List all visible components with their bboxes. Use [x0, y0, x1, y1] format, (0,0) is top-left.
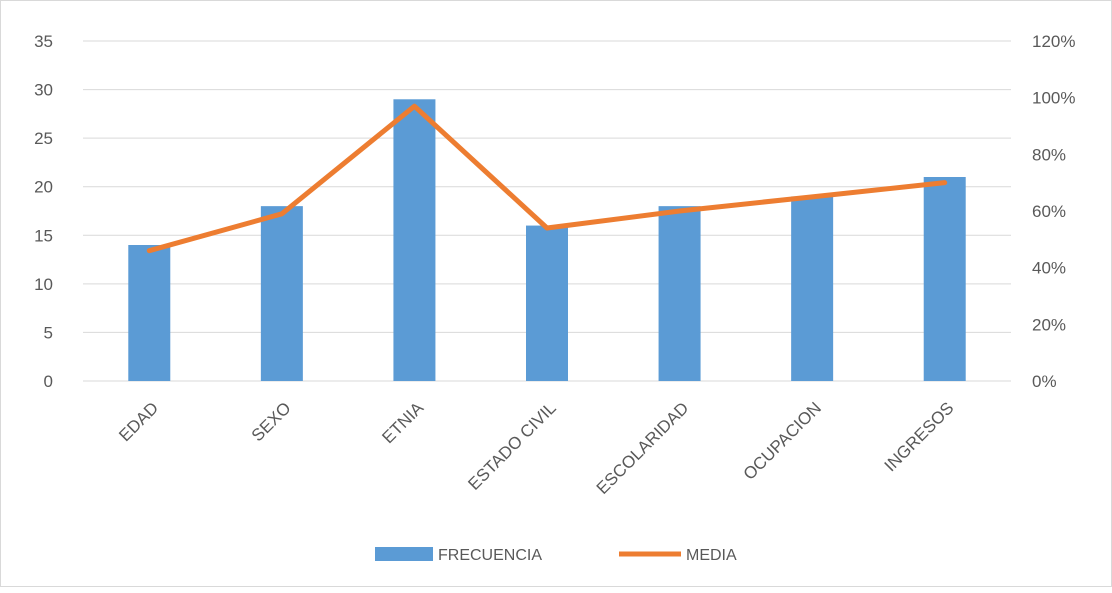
y-left-tick-label: 0 — [44, 372, 53, 391]
y-right-tick-label: 80% — [1032, 145, 1066, 164]
x-category-label: ESTADO CIVIL — [464, 398, 559, 493]
x-category-label: EDAD — [115, 398, 162, 445]
bar-frecuencia — [923, 177, 966, 381]
point-media — [546, 227, 548, 229]
y-right-tick-label: 40% — [1032, 259, 1066, 278]
y-left-tick-label: 5 — [44, 323, 53, 342]
point-media — [413, 105, 415, 107]
x-category-label: ESCOLARIDAD — [593, 398, 693, 498]
y-left-tick-label: 30 — [34, 81, 53, 100]
y-left-tick-label: 15 — [34, 226, 53, 245]
media-line-group — [146, 103, 948, 254]
y-right-tick-label: 20% — [1032, 315, 1066, 334]
bar-frecuencia — [658, 206, 701, 381]
point-media — [679, 210, 681, 212]
legend-label-frecuencia: FRECUENCIA — [438, 547, 542, 564]
bar-frecuencia — [791, 196, 834, 381]
x-category-label: OCUPACION — [740, 398, 825, 483]
bar-frecuencia — [526, 225, 568, 381]
frecuencia-bars — [128, 99, 966, 382]
point-media — [811, 196, 813, 198]
y-right-tick-label: 100% — [1032, 89, 1075, 108]
left-axis-labels: 0 5 10 15 20 25 30 35 — [34, 32, 53, 391]
y-left-tick-label: 10 — [34, 275, 53, 294]
x-category-label: SEXO — [248, 398, 295, 445]
bar-frecuencia — [393, 99, 436, 382]
legend-swatch-frecuencia — [375, 547, 433, 561]
category-axis-labels: EDAD SEXO ETNIA ESTADO CIVIL ESCOLARIDAD OCUP… — [115, 398, 957, 498]
legend-label-media: MEDIA — [686, 547, 737, 564]
y-right-tick-label: 0% — [1032, 372, 1057, 391]
point-media — [281, 213, 283, 215]
bar-frecuencia — [260, 206, 303, 381]
x-category-label: INGRESOS — [881, 398, 958, 475]
point-media — [944, 182, 946, 184]
y-left-tick-label: 35 — [34, 32, 53, 51]
y-left-tick-label: 20 — [34, 178, 53, 197]
right-axis-labels: 0% 20% 40% 60% 80% 100% 120% — [1032, 32, 1075, 391]
point-media — [148, 250, 150, 252]
bar-frecuencia — [128, 245, 171, 381]
y-right-tick-label: 120% — [1032, 32, 1075, 51]
y-left-tick-label: 25 — [34, 129, 53, 148]
legend: FRECUENCIA MEDIA — [375, 547, 737, 564]
y-right-tick-label: 60% — [1032, 202, 1066, 221]
x-category-label: ETNIA — [378, 398, 427, 447]
